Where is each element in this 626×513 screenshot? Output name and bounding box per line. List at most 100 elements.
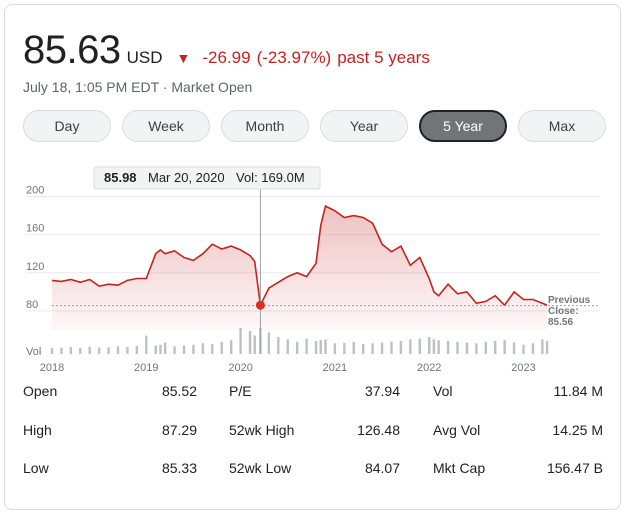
price-header: 85.63 USD ▼ -26.99 (-23.97%) past 5 year…	[23, 28, 430, 73]
volume-bar	[437, 340, 440, 354]
volume-bar	[126, 347, 129, 354]
volume-bar	[494, 340, 497, 354]
tab-day[interactable]: Day	[23, 110, 111, 142]
volume-bar	[475, 343, 478, 354]
x-tick-label: 2022	[417, 362, 441, 374]
volume-bar	[116, 346, 120, 354]
stats-table: Open 85.52 P/E 37.94 Vol 11.84 M High 87…	[23, 383, 603, 499]
tab-month[interactable]: Month	[221, 110, 309, 142]
stat-value-open: 85.52	[161, 383, 197, 399]
volume-bar	[380, 342, 384, 354]
tooltip-box	[93, 166, 321, 190]
volume-bar	[371, 343, 374, 354]
volume-bar	[418, 338, 421, 354]
y-tick-label: 160	[26, 223, 44, 235]
volume-bar	[107, 347, 110, 354]
volume-bar	[60, 347, 63, 354]
volume-bar	[79, 347, 82, 354]
volume-bar	[503, 340, 506, 354]
stat-label-high: High	[23, 421, 52, 438]
change-absolute: -26.99	[202, 48, 251, 67]
price-line	[51, 204, 548, 308]
volume-bar	[267, 332, 271, 354]
volume-bar	[159, 344, 162, 354]
volume-bar	[512, 342, 516, 354]
previous-close-label-line2: Close:	[548, 306, 579, 317]
stat-label-pe: P/E	[229, 383, 252, 399]
stat-label-52wk-high: 52wk High	[229, 421, 295, 438]
volume-bar	[277, 337, 280, 354]
hover-point	[255, 300, 265, 310]
volume-bar	[319, 340, 322, 354]
previous-close-label-line1: Previous	[548, 295, 591, 306]
tooltip-price: 85.98	[104, 170, 137, 185]
volume-bar	[361, 344, 365, 354]
tooltip-date: Mar 20, 2020	[148, 170, 225, 185]
tab-max[interactable]: Max	[518, 110, 606, 142]
stat-label-open: Open	[23, 383, 58, 399]
tab-year[interactable]: Year	[320, 110, 408, 142]
volume-bar	[182, 345, 186, 354]
x-tick-label: 2019	[134, 362, 158, 374]
volume-bar	[248, 330, 252, 354]
volume-axis-label: Vol	[26, 346, 41, 358]
price-chart[interactable]: 200 160 120 80 Vol 85.98 Mar 20, 2020 Vol: …	[0, 160, 626, 380]
volume-bar	[229, 340, 233, 354]
volume-bar	[145, 335, 148, 354]
timestamp-text: July 18, 1:05 PM EDT	[23, 79, 159, 95]
stat-value-avg-vol: 14.25 M	[552, 421, 603, 438]
tooltip-volume: Vol: 169.0M	[236, 170, 305, 185]
volume-bar	[432, 339, 436, 354]
volume-bar	[97, 347, 101, 354]
volume-bar	[201, 343, 205, 354]
volume-bar	[545, 340, 549, 354]
down-arrow-icon: ▼	[176, 50, 191, 66]
x-axis-labels: 2018 2019 2020 2021 2022 2023	[40, 362, 536, 374]
volume-bar	[446, 340, 450, 354]
range-tabs: Day Week Month Year 5 Year Max	[23, 110, 606, 142]
volume-bar	[428, 337, 431, 354]
current-price: 85.63	[23, 28, 121, 72]
volume-bar	[399, 340, 403, 354]
stat-label-vol: Vol	[433, 383, 453, 399]
separator-dot: ·	[162, 79, 168, 95]
volume-bar	[541, 339, 544, 354]
x-tick-label: 2018	[40, 362, 64, 374]
x-tick-label: 2020	[228, 362, 252, 374]
volume-bar	[522, 344, 525, 354]
stat-value-vol: 11.84 M	[553, 383, 603, 399]
stat-value-52wk-low: 84.07	[364, 460, 400, 476]
tab-5-year[interactable]: 5 Year	[419, 110, 507, 142]
x-tick-label: 2021	[323, 362, 347, 374]
volume-bar	[253, 335, 256, 354]
volume-bar	[154, 345, 157, 354]
stat-label-low: Low	[23, 460, 49, 476]
volume-bar	[50, 347, 54, 354]
quote-timestamp: July 18, 1:05 PM EDT · Market Open	[23, 79, 252, 95]
volume-bar	[173, 346, 176, 354]
previous-close-label: Previous Close: 85.56	[548, 295, 591, 328]
y-tick-label: 200	[26, 185, 44, 197]
stats-row: Low 85.33 52wk Low 84.07 Mkt Cap 156.47 …	[23, 460, 603, 499]
volume-bar	[465, 342, 469, 354]
x-tick-label: 2023	[511, 362, 535, 374]
volume-bar	[239, 328, 242, 354]
stat-label-mkt-cap: Mkt Cap	[433, 460, 486, 476]
hover-tooltip: 85.98 Mar 20, 2020 Vol: 169.0M	[93, 166, 321, 190]
stat-value-mkt-cap: 156.47 B	[546, 460, 603, 476]
tab-week[interactable]: Week	[122, 110, 210, 142]
stat-label-avg-vol: Avg Vol	[433, 421, 481, 438]
volume-bar	[390, 341, 393, 354]
volume-bars	[50, 328, 549, 354]
volume-bar	[69, 347, 73, 354]
volume-bar	[456, 341, 459, 354]
volume-bar	[135, 346, 139, 354]
stats-row: Open 85.52 P/E 37.94 Vol 11.84 M	[23, 383, 603, 422]
y-tick-label: 80	[26, 299, 38, 311]
volume-bar	[192, 344, 195, 354]
volume-bar	[324, 339, 327, 354]
change-percent: (-23.97%)	[256, 48, 332, 67]
volume-bar	[286, 339, 289, 354]
volume-bar	[409, 339, 412, 354]
stock-quote-card	[4, 4, 621, 510]
